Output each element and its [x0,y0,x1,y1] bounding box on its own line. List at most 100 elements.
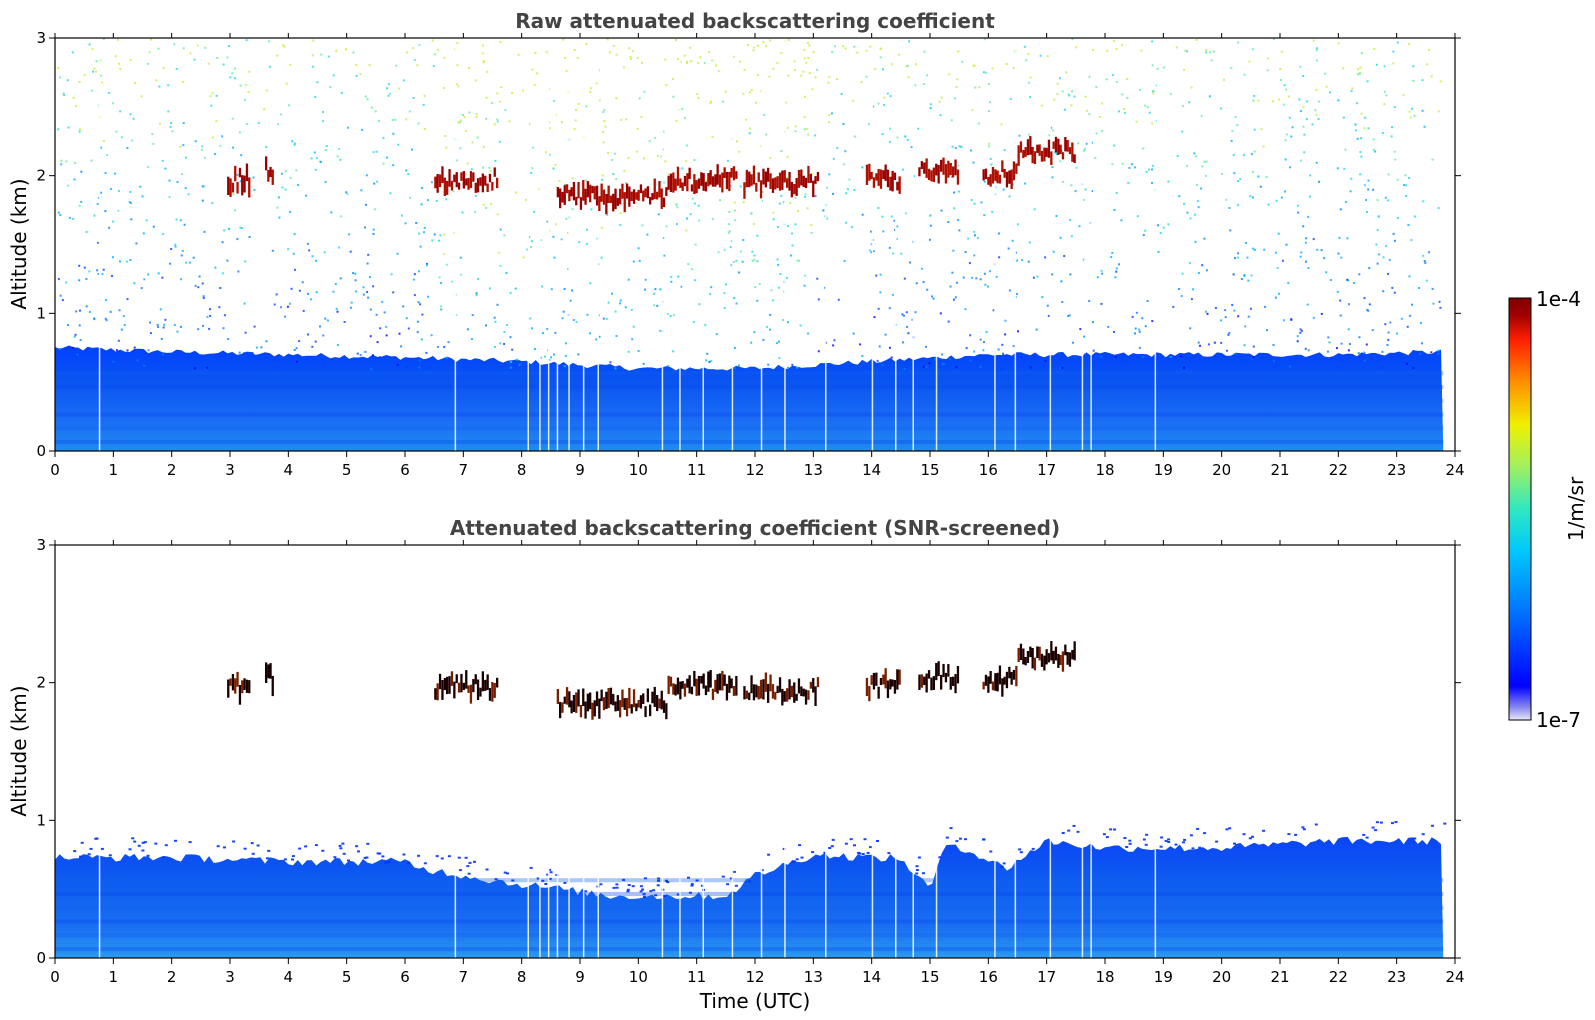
cloud-pixel [982,169,985,181]
cloud-pixel [879,678,883,685]
noise-pixel [1231,130,1234,133]
cloud-pixel [762,679,765,700]
noise-pixel [173,324,176,326]
noise-pixel [1204,310,1207,313]
x-tick-label: 24 [1445,461,1464,479]
noise-pixel [709,102,712,105]
noise-pixel [291,855,295,858]
missing-profile-gap [597,545,599,958]
cloud-pixel [1061,152,1065,160]
cloud-pixel [935,163,938,176]
noise-pixel [1344,148,1347,151]
noise-pixel [292,252,295,255]
noise-pixel [648,140,651,143]
noise-pixel [791,232,793,235]
cloud-pixel [788,171,791,191]
cloud-pixel [918,674,921,690]
noise-pixel [431,239,434,242]
noise-pixel [1248,60,1251,63]
noise-pixel [586,313,589,316]
cloud-pixel [559,188,562,209]
cloud-pixel [1071,142,1074,162]
noise-pixel [335,49,338,52]
noise-pixel [503,343,506,345]
noise-pixel [1067,829,1071,832]
cloud-pixel [984,168,988,180]
noise-pixel [659,288,662,291]
noise-pixel [1272,360,1275,363]
cloud-pixel [642,190,645,202]
missing-profile-gap [547,38,550,451]
boundary-layer-band [55,946,1444,952]
noise-pixel [391,119,394,121]
noise-pixel [1077,142,1079,145]
cloud-pixel [474,674,477,685]
noise-pixel [879,273,882,276]
noise-pixel [932,297,935,300]
noise-pixel [1172,305,1175,308]
noise-pixel [892,252,895,255]
x-tick-label: 1 [109,461,119,479]
noise-pixel [1169,92,1172,95]
cloud-pixel [1015,666,1018,687]
cloud-pixel [1038,144,1041,156]
noise-pixel [742,239,745,241]
noise-pixel [595,338,598,341]
noise-pixel [485,868,489,871]
noise-pixel [1135,311,1138,314]
cloud-pixel [872,672,876,690]
noise-pixel [555,186,558,188]
noise-pixel [1384,196,1387,199]
noise-pixel [456,64,459,67]
noise-pixel [99,59,102,62]
noise-pixel [1157,250,1160,253]
noise-pixel [1284,139,1287,142]
noise-pixel [693,159,696,161]
noise-pixel [1363,297,1366,300]
noise-pixel [615,886,619,889]
noise-pixel [263,108,266,111]
noise-pixel [1262,145,1265,148]
noise-pixel [104,317,107,320]
noise-pixel [221,241,224,244]
noise-pixel [612,886,616,889]
noise-pixel [971,276,974,279]
noise-pixel [1425,279,1428,282]
x-tick-label: 22 [1329,968,1348,986]
cloud-pixel [790,685,793,698]
noise-pixel [1016,223,1019,226]
noise-pixel [430,334,433,337]
cloud-pixel [725,683,729,701]
noise-pixel [499,100,502,103]
noise-pixel [1061,366,1064,369]
noise-pixel [170,122,173,124]
noise-pixel [336,343,339,346]
noise-pixel [1428,251,1431,254]
noise-pixel [530,171,533,174]
noise-pixel [498,140,501,143]
cloud-pixel [807,690,810,700]
noise-pixel [748,127,751,130]
noise-pixel [611,158,614,161]
cloud-pixel [711,688,715,700]
noise-pixel [1422,254,1425,257]
cloud-pixel [795,178,798,196]
noise-pixel [1092,349,1095,352]
noise-pixel [970,149,972,152]
noise-pixel [1303,151,1306,154]
noise-pixel [376,852,380,855]
noise-pixel [565,70,568,72]
cloud-pixel [688,167,691,180]
missing-profile-gap [825,38,827,451]
noise-pixel [1439,306,1442,309]
cloud-pixel [790,181,793,198]
noise-pixel [983,180,986,183]
noise-pixel [1315,89,1318,91]
noise-pixel [988,142,990,145]
noise-pixel [662,130,665,133]
noise-pixel [256,844,260,847]
cloud-pixel [816,171,820,182]
noise-pixel [756,260,759,263]
noise-pixel [164,318,167,321]
cloud-pixel [932,167,935,183]
